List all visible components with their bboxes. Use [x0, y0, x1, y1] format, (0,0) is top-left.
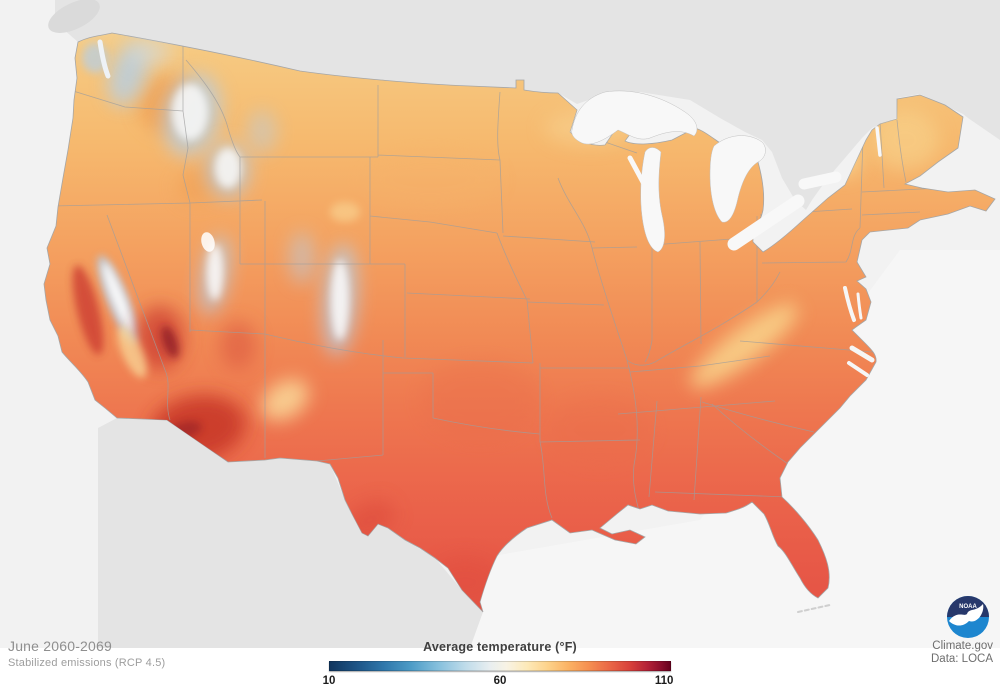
lake-ontario	[798, 171, 842, 190]
puget-sound	[97, 39, 111, 79]
temperature-legend: Average temperature (°F) 10 60 110	[300, 640, 700, 687]
mexico-region	[98, 418, 483, 648]
coastal-water-details	[97, 39, 875, 613]
pamlico-sound	[849, 345, 875, 363]
great-lakes	[571, 90, 882, 253]
lake-champlain	[875, 126, 882, 157]
data-source: Data: LOCA	[931, 653, 993, 665]
legend-title: Average temperature (°F)	[423, 640, 577, 654]
map-caption: June 2060-2069 Stabilized emissions (RCP…	[8, 638, 165, 669]
lake-huron	[709, 135, 766, 223]
lake-erie	[727, 194, 805, 251]
lake-michigan	[640, 147, 665, 253]
noaa-logo-text: NOAA	[959, 604, 977, 610]
state-borders	[51, 45, 941, 529]
chesapeake-bay	[843, 286, 856, 322]
color-scale-bar	[329, 661, 671, 671]
period-label: June 2060-2069	[8, 638, 112, 654]
tick-mid: 60	[493, 675, 507, 687]
site-credit: Climate.gov	[932, 640, 993, 652]
us-temperature-map	[0, 0, 1000, 648]
lake-superior	[571, 90, 698, 145]
tick-min: 10	[322, 675, 336, 687]
credit-block: Climate.gov Data: LOCA	[931, 640, 993, 666]
vancouver-island	[48, 0, 100, 33]
noaa-logo: NOAA	[947, 596, 989, 638]
seagull-icon	[949, 604, 984, 626]
great-salt-lake	[201, 232, 215, 252]
florida-keys	[797, 604, 831, 613]
scenario-label: Stabilized emissions (RCP 4.5)	[8, 657, 166, 669]
legend-ticks: 10 60 110	[323, 675, 674, 689]
canada-region	[55, 0, 1000, 210]
temperature-texture-overlays	[72, 39, 939, 608]
green-bay	[627, 155, 647, 187]
tick-max: 110	[654, 675, 674, 687]
